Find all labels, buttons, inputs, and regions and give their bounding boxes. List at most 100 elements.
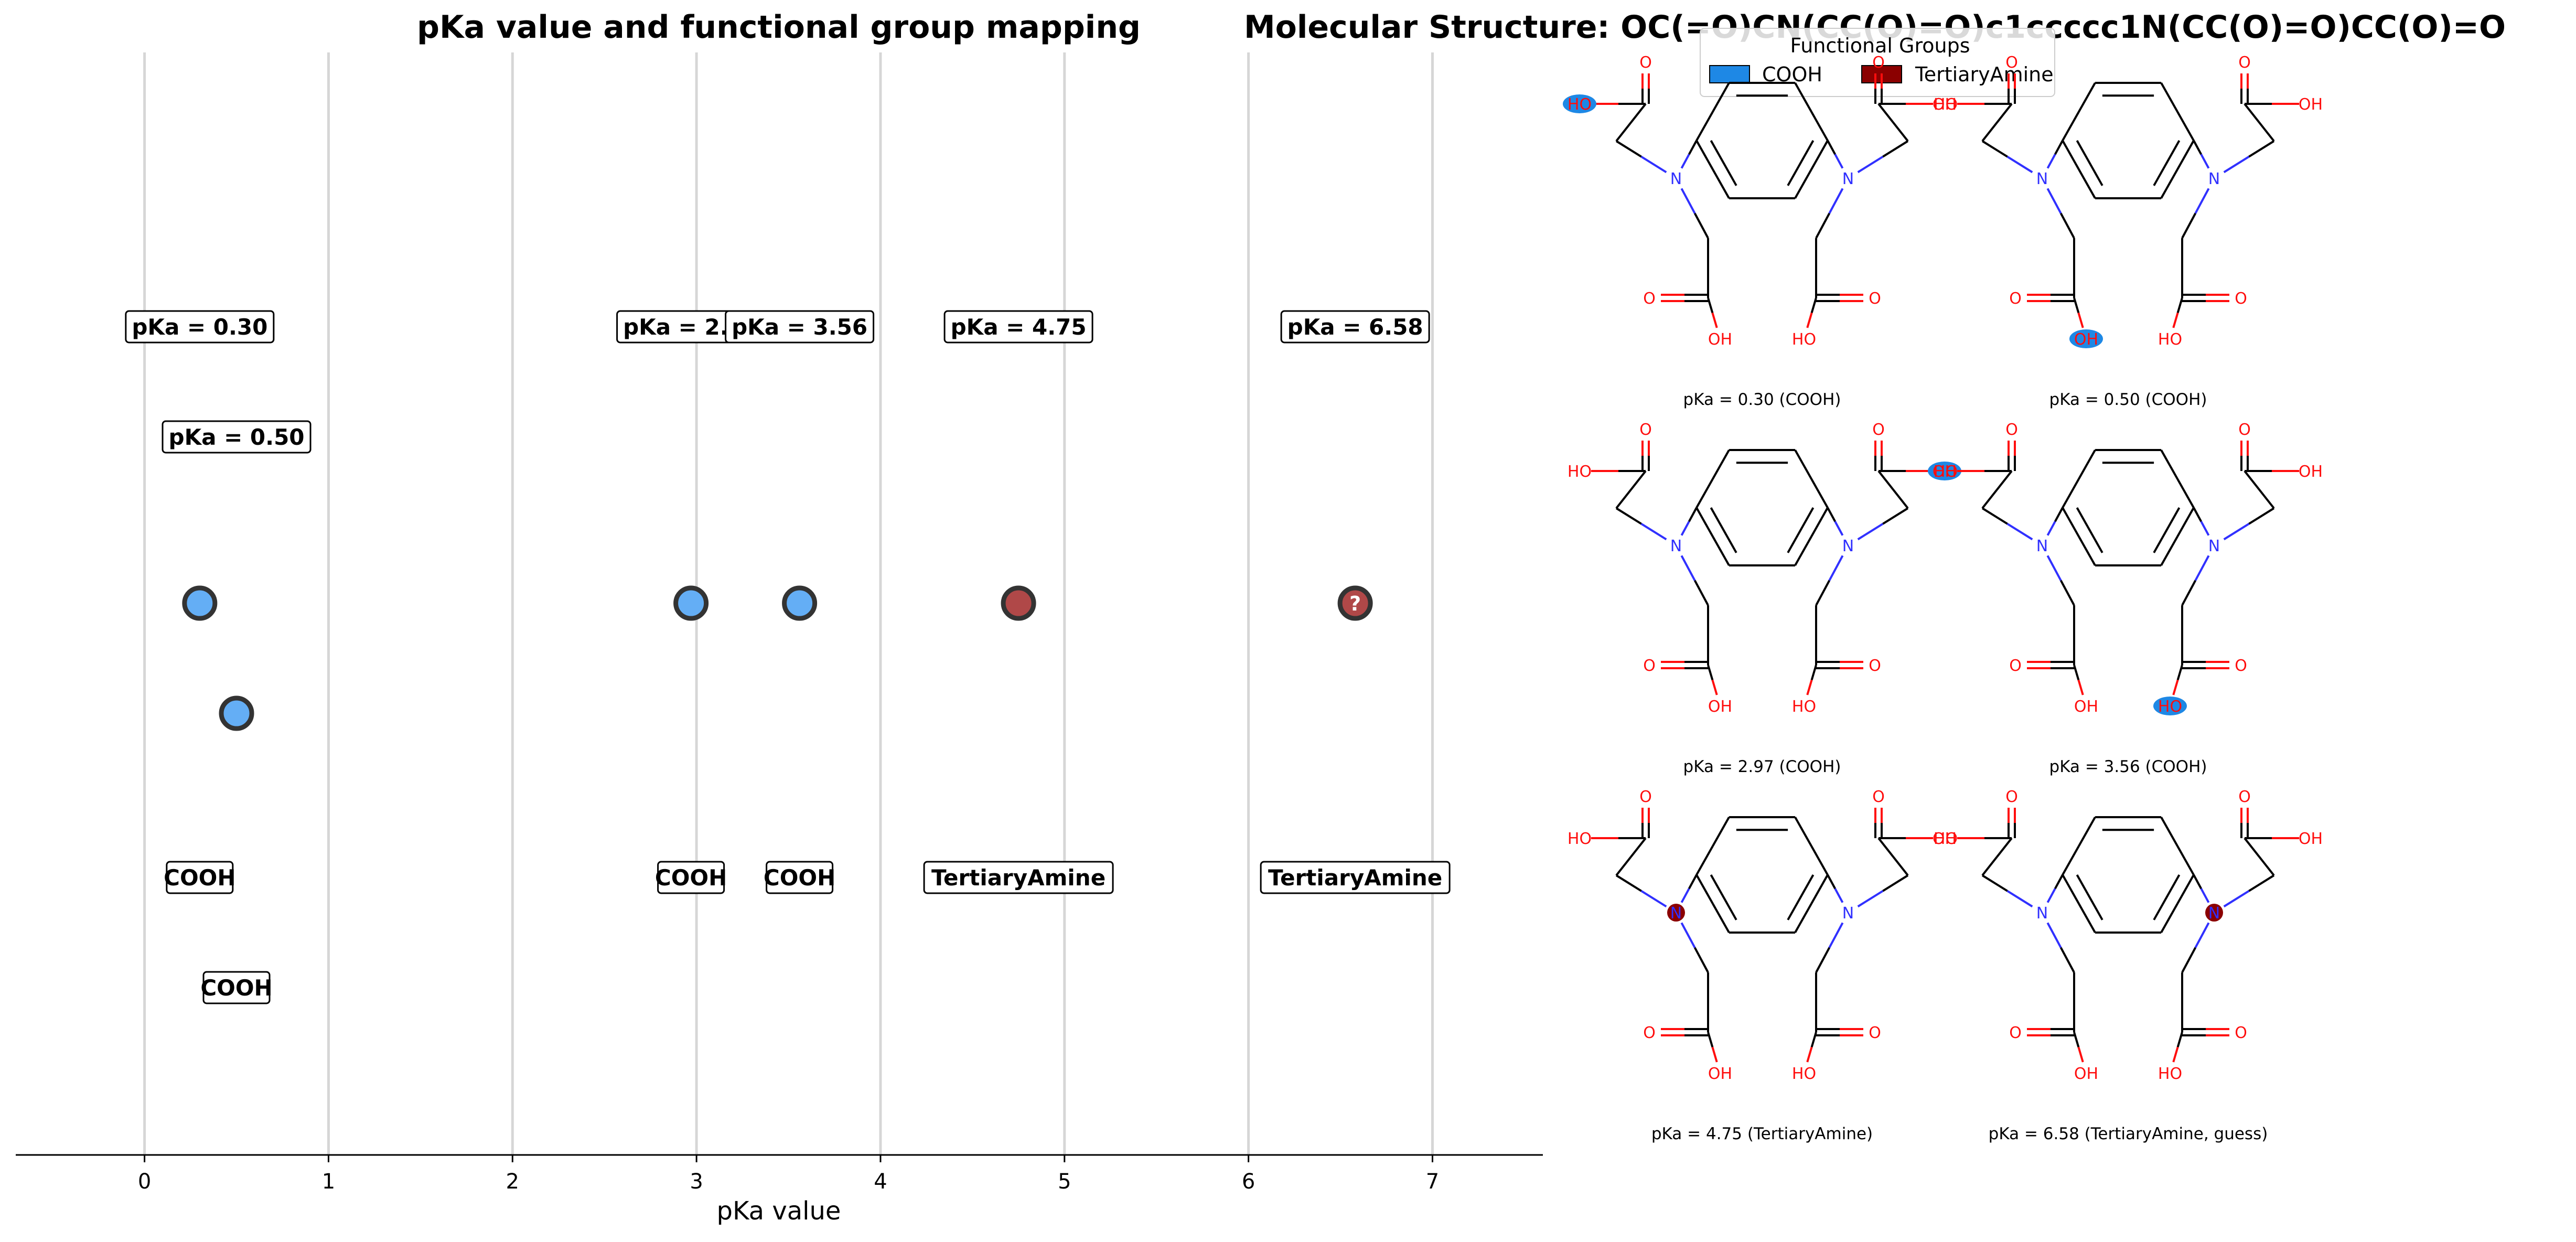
bond-line <box>2176 665 2183 681</box>
bond-line <box>1857 155 1884 174</box>
bond-line <box>1981 856 1998 876</box>
bond-line <box>2248 140 2275 158</box>
bond-line <box>1711 312 1718 328</box>
group-label: COOH <box>655 865 727 891</box>
bond-line <box>1892 122 1909 142</box>
atom-label: HO <box>1792 698 1816 716</box>
legend: Functional Groups COOH TertiaryAmine <box>1700 28 2055 97</box>
bond-line <box>1834 888 1844 903</box>
bond-line <box>1695 845 1714 875</box>
bond-line <box>2062 478 2080 508</box>
bond-line <box>2046 188 2062 214</box>
bond-line <box>1630 470 1647 490</box>
bond-line <box>1810 507 1829 537</box>
atom-label: N <box>2208 170 2220 188</box>
cooh-highlight <box>1563 94 1596 113</box>
bond-line <box>2181 947 2197 973</box>
bond-line <box>2176 140 2195 170</box>
atom-label: O <box>2235 1024 2247 1042</box>
grid-lines <box>143 52 1434 1155</box>
pka-value-label: pKa = 0.50 <box>169 424 305 450</box>
molecule-caption: pKa = 6.58 (TertiaryAmine, guess) <box>1989 1125 2268 1143</box>
x-axis-ticks: 0 1 2 3 4 5 6 7 <box>138 1155 1439 1194</box>
bond-line <box>1815 947 1831 973</box>
bond-line <box>1892 489 1909 509</box>
atom-label: OH <box>1708 698 1732 716</box>
bond-line <box>2054 874 2064 890</box>
bond-line <box>2172 1046 2179 1063</box>
atom-label: HO <box>1568 95 1592 114</box>
x-tick-label: 1 <box>322 1170 335 1194</box>
bond-line <box>2054 140 2064 155</box>
group-label-box: COOH <box>764 861 835 894</box>
pka-value-label: pKa = 0.30 <box>132 314 267 340</box>
atom-label: OH <box>2299 830 2323 848</box>
atom-label: OH <box>2074 1065 2098 1083</box>
bond-line <box>1810 665 1817 681</box>
bond-line <box>1615 874 1642 892</box>
bond-line <box>2062 507 2080 537</box>
bond-line <box>2078 82 2096 112</box>
atom-label: N <box>1670 537 1682 555</box>
atom-label: O <box>2238 788 2251 806</box>
bond-line <box>2059 212 2075 239</box>
atom-label: OH <box>1708 1065 1732 1083</box>
molecule-caption: pKa = 0.30 (COOH) <box>1683 390 1841 409</box>
atom-label: O <box>2238 53 2251 72</box>
bond-line <box>1794 817 1812 847</box>
bond-line <box>2172 679 2179 695</box>
bond-line <box>2078 449 2096 479</box>
aromatic-bond-line <box>1710 507 1737 553</box>
bond-line <box>2244 837 2260 858</box>
pka-value-label-box: pKa = 6.58 <box>1280 310 1430 344</box>
bond-line <box>1630 103 1647 123</box>
pka-value-label-box: pKa = 4.75 <box>943 310 1093 344</box>
bond-line <box>1615 507 1642 525</box>
atom-label: O <box>1869 290 1881 308</box>
bond-line <box>1640 522 1667 541</box>
bond-line <box>1712 903 1730 933</box>
bond-line <box>1693 947 1709 973</box>
aromatic-bond-line <box>1710 874 1737 920</box>
group-label: COOH <box>164 865 235 891</box>
bond-line <box>1981 874 2008 892</box>
data-point <box>782 585 818 621</box>
bond-line <box>2223 522 2250 541</box>
bond-line <box>1695 507 1714 537</box>
data-point <box>1001 585 1036 621</box>
bond-line <box>2078 536 2096 566</box>
bond-line <box>1834 154 1844 169</box>
atom-label: N <box>2208 904 2220 923</box>
bond-line <box>2176 1032 2183 1048</box>
bond-line <box>2006 522 2033 541</box>
bond-line <box>1711 679 1718 695</box>
bond-line <box>1688 140 1698 155</box>
bond-line <box>2006 155 2033 174</box>
group-label-box: TertiaryAmine <box>923 861 1114 894</box>
atom-label: OH <box>2074 698 2098 716</box>
group-label: COOH <box>764 865 835 891</box>
bond-line <box>1827 507 1837 522</box>
bond-line <box>1794 449 1812 479</box>
atom-label: O <box>1643 657 1656 675</box>
bond-line <box>2176 478 2195 508</box>
pka-value-label-box: pKa = 3.56 <box>725 310 875 344</box>
pka-value-label-frame <box>162 420 312 454</box>
atom-label: OH <box>1933 830 1957 848</box>
bond-line <box>2006 890 2033 908</box>
bond-line <box>1711 1046 1718 1063</box>
pka-value-label: pKa = 4.75 <box>951 314 1087 340</box>
bond-line <box>2073 1032 2080 1048</box>
bond-line <box>1615 489 1632 509</box>
bond-line <box>1996 103 2013 123</box>
atom-label: N <box>1842 170 1854 188</box>
bond-line <box>2062 845 2080 875</box>
bond-line <box>1712 169 1730 199</box>
bond-line <box>2059 580 2075 606</box>
bond-line <box>1680 922 1696 948</box>
bond-line <box>1695 478 1714 508</box>
aromatic-bond-line <box>2076 874 2103 920</box>
